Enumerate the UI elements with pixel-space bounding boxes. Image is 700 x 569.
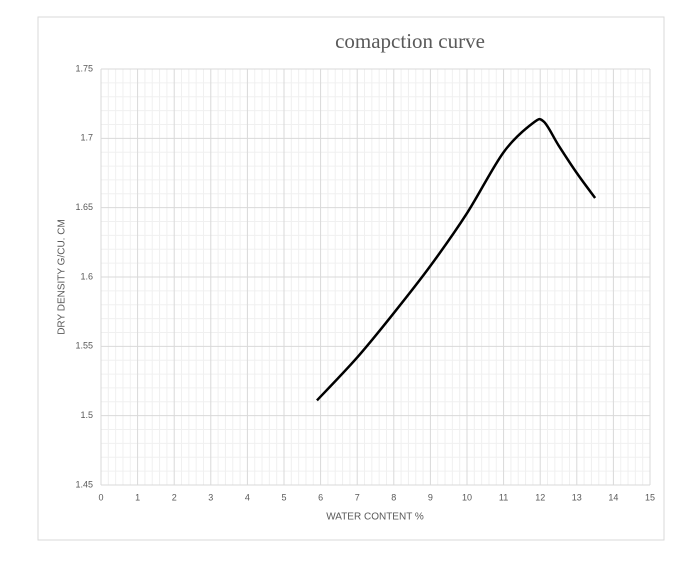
x-tick-label: 11 — [499, 492, 508, 502]
x-tick-label: 3 — [208, 492, 213, 502]
x-tick-label: 10 — [462, 492, 472, 502]
y-tick-label: 1.6 — [80, 271, 93, 281]
x-tick-label: 0 — [98, 492, 103, 502]
x-tick-label: 7 — [355, 492, 360, 502]
data-line — [316, 117, 597, 402]
y-tick-label: 1.45 — [75, 479, 93, 489]
x-tick-label: 8 — [391, 492, 396, 502]
x-axis-label: WATER CONTENT % — [326, 512, 424, 523]
x-tick-label: 5 — [281, 492, 286, 502]
x-tick-label: 14 — [608, 492, 618, 502]
x-tick-label: 9 — [428, 492, 433, 502]
y-tick-label: 1.65 — [75, 202, 93, 212]
x-tick-label: 13 — [572, 492, 582, 502]
x-tick-label: 15 — [645, 492, 655, 502]
y-tick-label: 1.75 — [75, 63, 93, 73]
x-tick-label: 6 — [318, 492, 323, 502]
x-tick-label: 1 — [135, 492, 140, 502]
x-tick-label: 12 — [535, 492, 545, 502]
chart-title: comapction curve — [335, 29, 485, 53]
y-tick-label: 1.55 — [75, 341, 93, 351]
chart-border — [37, 16, 665, 541]
x-tick-label: 4 — [245, 492, 250, 502]
y-axis-label: DRY DENSITY G/CU. CM — [57, 219, 68, 335]
y-tick-label: 1.7 — [80, 133, 93, 143]
y-tick-label: 1.5 — [80, 410, 93, 420]
x-tick-label: 2 — [172, 492, 177, 502]
